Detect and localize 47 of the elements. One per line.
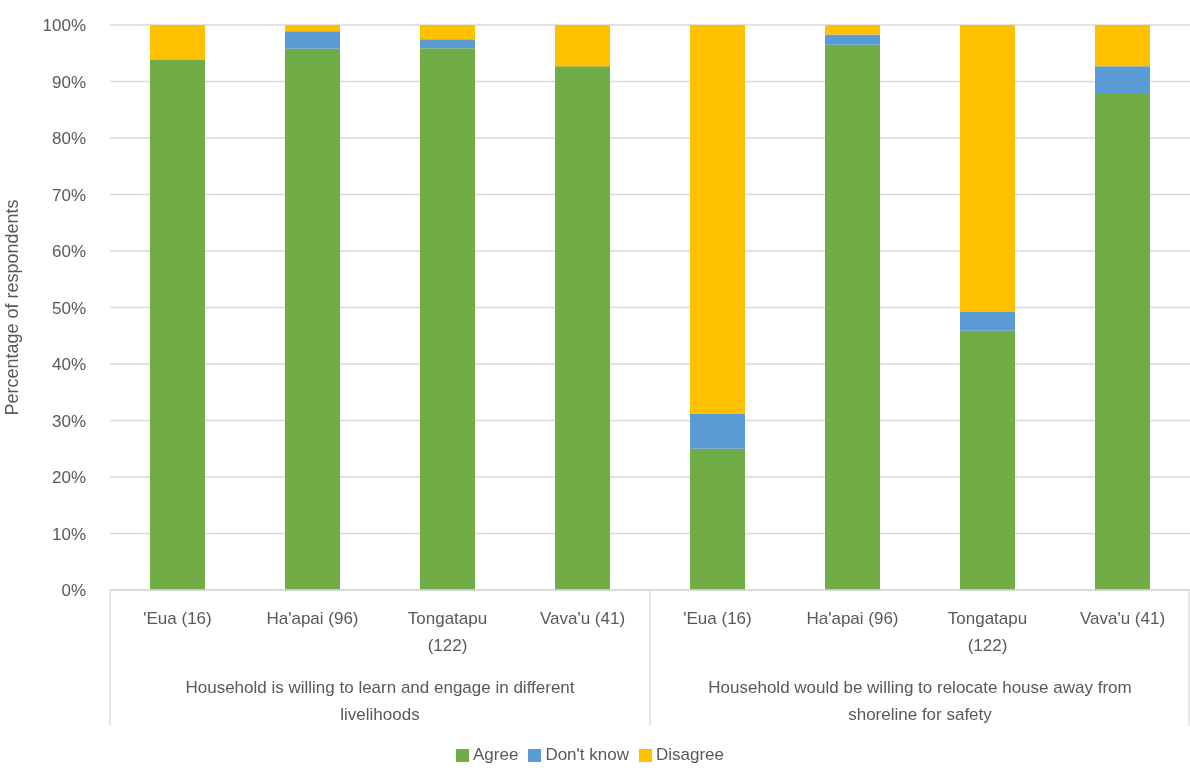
- bar: [285, 25, 340, 32]
- y-tick-label: 40%: [51, 355, 86, 375]
- bar: [825, 44, 880, 590]
- y-axis-title: Percentage of respondents: [2, 199, 23, 416]
- y-tick-label: 100%: [42, 16, 86, 36]
- bar: [420, 48, 475, 590]
- y-tick-label: 70%: [51, 185, 86, 205]
- bar: [420, 39, 475, 49]
- bar: [690, 25, 745, 414]
- bar: [555, 25, 610, 67]
- x-tick-label: Tongatapu (122): [947, 609, 1028, 656]
- x-tick-label: 'Eua (16): [683, 609, 752, 629]
- bar: [1095, 25, 1150, 67]
- bar: [690, 448, 745, 590]
- x-tick-label: 'Eua (16): [143, 609, 212, 629]
- y-tick-label: 60%: [51, 242, 86, 262]
- bar: [825, 34, 880, 45]
- bar: [150, 25, 205, 61]
- y-tick-label: 20%: [51, 468, 86, 488]
- text: Household is willing to learn and engage in different livelihoods: [184, 677, 576, 726]
- bar: [150, 60, 205, 590]
- bar: [960, 312, 1015, 331]
- x-tick-label: Ha'apai (96): [266, 609, 359, 629]
- x-tick-label: Ha'apai (96): [806, 609, 899, 629]
- x-tick-label: Vava'u (41): [1079, 609, 1166, 629]
- legend-label: Agree: [473, 745, 519, 764]
- bar: [555, 66, 610, 590]
- legend-label: Don't know: [545, 745, 629, 764]
- y-tick-label: 0%: [61, 581, 86, 601]
- bar: [825, 25, 880, 35]
- x-tick-label: Vava'u (41): [539, 609, 626, 629]
- bar: [1095, 93, 1150, 590]
- bar: [285, 48, 340, 590]
- y-tick-label: 10%: [51, 524, 86, 544]
- y-tick-label: 30%: [51, 411, 86, 431]
- y-tick-label: 90%: [51, 72, 86, 92]
- x-tick-label: Tongatapu (122): [407, 609, 488, 656]
- bar: [960, 330, 1015, 590]
- bar: [960, 25, 1015, 313]
- y-tick-label: 80%: [51, 129, 86, 149]
- bar: [285, 31, 340, 49]
- bar: [1095, 66, 1150, 94]
- y-tick-label: 50%: [51, 298, 86, 318]
- bar: [690, 413, 745, 449]
- text: Household would be willing to relocate house away from shoreline for safety: [707, 677, 1133, 726]
- legend-label: Disagree: [655, 745, 724, 764]
- bar: [420, 25, 475, 40]
